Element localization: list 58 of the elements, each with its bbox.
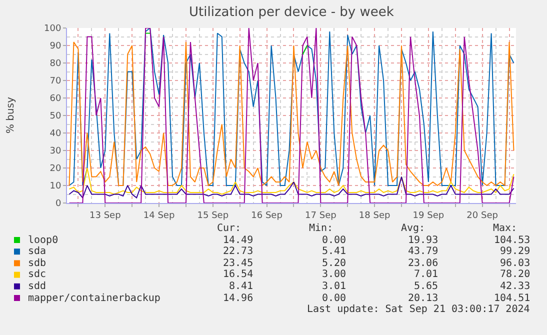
x-tick-label: 15 Sep [197, 210, 229, 221]
text: 5.41 [322, 246, 346, 257]
line-series [68, 176, 514, 198]
legend-label: sdd [28, 281, 46, 292]
text: 3.01 [322, 281, 346, 292]
text: 14.49 [223, 235, 254, 246]
text: 5.65 [414, 281, 438, 292]
text: 0.00 [322, 235, 346, 246]
text: 8.41 [229, 281, 254, 292]
text: 78.20 [500, 269, 530, 280]
chart-title: Utilization per device - by week [189, 5, 394, 20]
text: 23.45 [223, 258, 254, 269]
x-tick-label: 17 Sep [305, 210, 337, 221]
text: Max: [493, 223, 518, 234]
text: 104.53 [494, 235, 530, 246]
y-tick-label: 100 [44, 24, 62, 34]
legend-label: sdc [28, 269, 46, 280]
legend-label: loop0 [28, 235, 58, 246]
y-tick-label: 40 [50, 129, 62, 140]
text: 42.33 [500, 281, 530, 292]
text: 22.73 [223, 246, 254, 257]
legend-label: sdb [28, 258, 46, 269]
text: Cur: [217, 223, 242, 234]
y-tick-label: 80 [50, 59, 62, 70]
text: 5.20 [322, 258, 346, 269]
text: Min: [309, 223, 334, 234]
y-tick-label: 30 [50, 146, 62, 157]
y-tick-label: 20 [50, 164, 62, 174]
text: 96.03 [500, 258, 530, 269]
x-tick-label: 16 Sep [251, 210, 283, 221]
text: 16.54 [223, 269, 254, 280]
text: 99.29 [500, 246, 530, 257]
text: 7.01 [414, 269, 438, 280]
y-tick-label: 0 [55, 199, 62, 210]
text: 19.93 [408, 235, 438, 246]
y-tick-label: 90 [50, 42, 62, 52]
y-axis-title: % busy [6, 96, 16, 134]
text: 20.13 [408, 293, 438, 304]
x-tick-label: 18 Sep [358, 210, 390, 221]
x-tick-label: 13 Sep [90, 210, 122, 221]
text: 0.00 [322, 293, 346, 304]
y-tick-label: 50 [50, 112, 62, 122]
text: 104.51 [494, 293, 530, 304]
text: 14.96 [223, 293, 254, 304]
x-tick-label: 19 Sep [412, 210, 444, 221]
x-tick-label: 14 Sep [143, 210, 175, 221]
text: Avg: [401, 223, 426, 234]
legend-label: mapper/containerbackup [28, 293, 160, 304]
text: 23.06 [408, 258, 438, 269]
text: 43.79 [408, 246, 438, 257]
x-tick-label: 20 Sep [466, 210, 498, 221]
text: Last update: Sat Sep 21 03:00:17 2024 [307, 304, 530, 315]
y-tick-label: 60 [50, 94, 62, 104]
legend-label: sda [28, 246, 46, 257]
y-tick-label: 70 [50, 76, 62, 87]
text: 3.00 [322, 269, 346, 280]
y-tick-label: 10 [50, 182, 62, 192]
line-series [68, 168, 514, 195]
